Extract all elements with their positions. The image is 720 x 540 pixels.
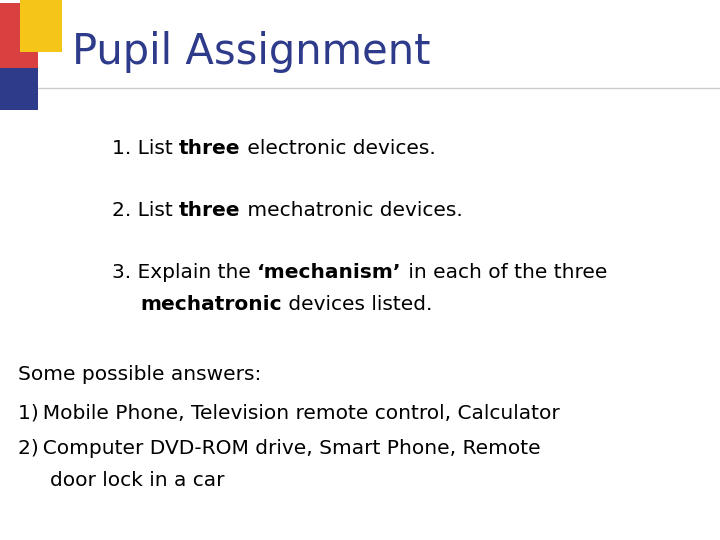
Text: Pupil Assignment: Pupil Assignment <box>72 31 431 73</box>
Bar <box>0 68 38 110</box>
Text: 3. Explain the: 3. Explain the <box>112 262 257 281</box>
Text: mechatronic devices.: mechatronic devices. <box>240 200 462 219</box>
Text: three: three <box>179 200 240 219</box>
Text: 1. List: 1. List <box>112 138 179 158</box>
Text: door lock in a car: door lock in a car <box>50 471 225 490</box>
Bar <box>20 0 62 52</box>
Text: 2. List: 2. List <box>112 200 179 219</box>
Text: three: three <box>179 138 240 158</box>
Text: ‘mechanism’: ‘mechanism’ <box>257 262 402 281</box>
Text: mechatronic: mechatronic <box>140 295 282 314</box>
Text: in each of the three: in each of the three <box>402 262 607 281</box>
Text: Some possible answers:: Some possible answers: <box>18 366 261 384</box>
Text: devices listed.: devices listed. <box>282 295 432 314</box>
Text: 1) Mobile Phone, Television remote control, Calculator: 1) Mobile Phone, Television remote contr… <box>18 403 559 422</box>
Text: electronic devices.: electronic devices. <box>240 138 436 158</box>
Bar <box>0 3 38 71</box>
Text: 2) Computer DVD-ROM drive, Smart Phone, Remote: 2) Computer DVD-ROM drive, Smart Phone, … <box>18 440 541 458</box>
